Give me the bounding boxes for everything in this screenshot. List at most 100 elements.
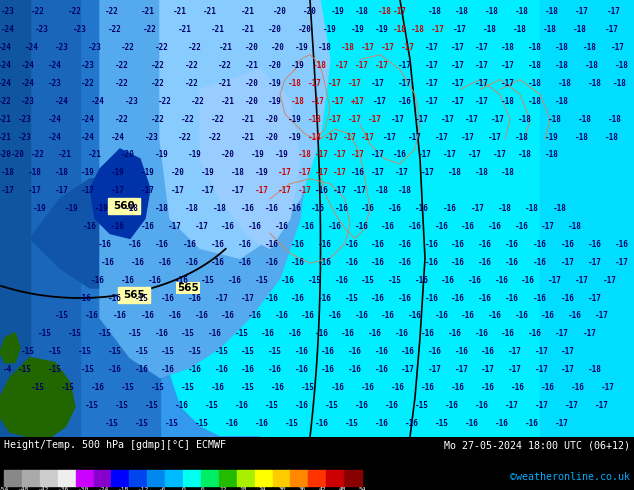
Bar <box>112 470 129 486</box>
Text: -17: -17 <box>195 222 209 231</box>
Text: -17: -17 <box>141 186 155 195</box>
Text: -17: -17 <box>375 61 389 70</box>
Text: -15: -15 <box>285 418 299 428</box>
Text: -17: -17 <box>555 329 569 338</box>
Text: -16: -16 <box>301 222 315 231</box>
Text: -16: -16 <box>168 311 182 320</box>
Polygon shape <box>30 179 150 288</box>
Text: -18: -18 <box>528 79 542 88</box>
Text: -16: -16 <box>361 204 375 213</box>
Text: -17: -17 <box>508 365 522 374</box>
Text: -16: -16 <box>265 294 279 302</box>
Text: -22: -22 <box>143 25 157 34</box>
Text: -20: -20 <box>245 43 259 52</box>
Text: -17: -17 <box>168 222 182 231</box>
Text: -24: -24 <box>81 133 95 142</box>
Text: -16: -16 <box>505 294 519 302</box>
Text: -17: -17 <box>215 294 229 302</box>
Text: -16: -16 <box>398 294 412 302</box>
Text: -16: -16 <box>368 329 382 338</box>
Text: -16: -16 <box>208 329 222 338</box>
Text: -19: -19 <box>268 79 282 88</box>
Text: -15: -15 <box>105 418 119 428</box>
Text: -21: -21 <box>173 7 187 17</box>
Text: -18: -18 <box>545 150 559 159</box>
Bar <box>75 470 93 486</box>
Text: -16: -16 <box>341 329 355 338</box>
Text: -16: -16 <box>291 294 305 302</box>
Text: -17: -17 <box>431 25 445 34</box>
Text: -24: -24 <box>48 61 62 70</box>
Text: -18: -18 <box>515 133 529 142</box>
Text: -16: -16 <box>588 240 602 249</box>
Text: -17: -17 <box>561 258 575 267</box>
Text: -15: -15 <box>81 365 95 374</box>
Text: -23: -23 <box>18 133 32 142</box>
Text: 565: 565 <box>123 290 145 300</box>
Text: -16: -16 <box>501 329 515 338</box>
Text: -18: -18 <box>55 169 69 177</box>
Bar <box>129 470 147 486</box>
Text: -17: -17 <box>391 115 405 123</box>
Text: -15: -15 <box>308 276 322 285</box>
Text: -16: -16 <box>335 276 349 285</box>
Text: -15: -15 <box>388 276 402 285</box>
Text: -18: -18 <box>545 7 559 17</box>
Bar <box>147 470 165 486</box>
Text: -18: -18 <box>213 204 227 213</box>
Text: -16: -16 <box>83 222 97 231</box>
Text: -24: -24 <box>25 43 39 52</box>
Text: -22: -22 <box>185 61 199 70</box>
Text: -18: -18 <box>313 61 327 70</box>
Text: ©weatheronline.co.uk: ©weatheronline.co.uk <box>510 472 630 482</box>
Text: -16: -16 <box>241 204 255 213</box>
Text: -18: -18 <box>553 204 567 213</box>
Text: -18: -18 <box>555 61 569 70</box>
Text: 560: 560 <box>113 200 135 211</box>
Text: -16: -16 <box>238 240 252 249</box>
Text: -17: -17 <box>615 258 629 267</box>
Bar <box>40 470 58 486</box>
Text: -16: -16 <box>461 311 475 320</box>
Text: -18: -18 <box>528 97 542 106</box>
Text: -18: -18 <box>1 169 15 177</box>
Text: -16: -16 <box>335 204 349 213</box>
Text: -16: -16 <box>451 294 465 302</box>
Text: -30: -30 <box>78 487 89 490</box>
Text: -16: -16 <box>195 311 209 320</box>
Text: -17: -17 <box>333 186 347 195</box>
Text: 48: 48 <box>339 487 346 490</box>
Text: -16: -16 <box>111 222 125 231</box>
Text: -16: -16 <box>568 311 582 320</box>
Text: -16: -16 <box>315 418 329 428</box>
Text: -16: -16 <box>101 258 115 267</box>
Text: -16: -16 <box>393 150 407 159</box>
Text: -16: -16 <box>315 329 329 338</box>
Text: -18: -18 <box>185 204 199 213</box>
Text: -17: -17 <box>398 61 412 70</box>
Text: -18: -18 <box>613 79 627 88</box>
Text: -17: -17 <box>328 115 342 123</box>
Text: -16: -16 <box>281 276 295 285</box>
Text: -17: -17 <box>241 294 255 302</box>
Text: -16: -16 <box>91 276 105 285</box>
Text: -18: -18 <box>318 43 332 52</box>
Text: -18: -18 <box>341 43 355 52</box>
Text: -16: -16 <box>425 294 439 302</box>
Text: -16: -16 <box>158 258 172 267</box>
Text: -20: -20 <box>298 25 312 34</box>
Text: -16: -16 <box>468 276 482 285</box>
Text: 0: 0 <box>181 487 185 490</box>
Text: -17: -17 <box>315 169 329 177</box>
Text: -16: -16 <box>441 276 455 285</box>
Text: -16: -16 <box>295 365 309 374</box>
Text: -17: -17 <box>28 186 42 195</box>
Text: -16: -16 <box>445 401 459 410</box>
Text: -18: -18 <box>411 25 425 34</box>
Text: -16: -16 <box>421 329 435 338</box>
Text: -15: -15 <box>265 401 279 410</box>
Text: -16: -16 <box>511 383 525 392</box>
Text: -15: -15 <box>18 365 32 374</box>
Text: -16: -16 <box>425 258 439 267</box>
Text: -15: -15 <box>38 329 52 338</box>
